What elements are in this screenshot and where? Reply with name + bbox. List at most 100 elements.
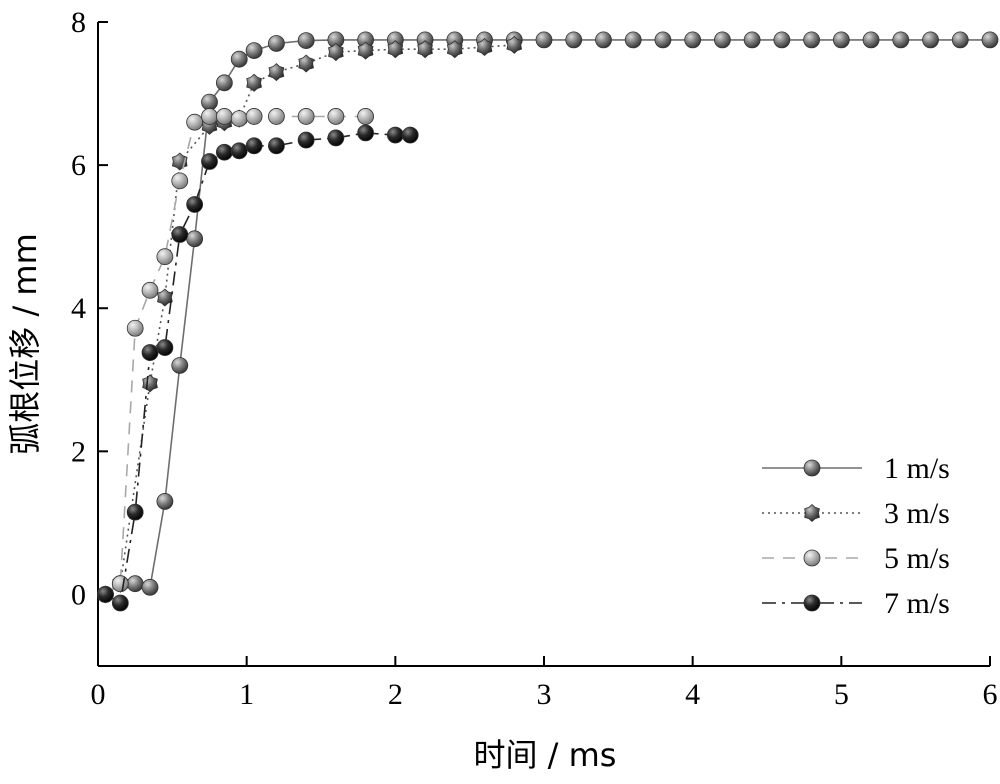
data-point — [126, 319, 144, 337]
data-point — [401, 126, 419, 144]
legend-label: 7 m/s — [884, 587, 950, 620]
data-point — [862, 31, 880, 49]
data-point — [595, 31, 612, 49]
y-tick-label: 0 — [71, 578, 86, 611]
data-point — [245, 42, 263, 60]
x-tick-label: 1 — [239, 678, 254, 711]
data-point — [981, 31, 999, 49]
data-point — [357, 124, 375, 142]
data-point — [357, 41, 374, 60]
series-3 — [97, 108, 375, 603]
y-tick-label: 6 — [71, 149, 86, 182]
ticks: 0 1 2 3 4 5 6 0 2 4 6 8 — [71, 6, 998, 711]
x-tick-label: 5 — [834, 678, 849, 711]
data-point — [186, 113, 204, 131]
data-point — [654, 31, 672, 49]
legend-marker — [803, 459, 821, 477]
x-tick-label: 0 — [91, 678, 106, 711]
data-point — [215, 108, 233, 125]
data-point — [743, 31, 761, 49]
data-point — [714, 31, 731, 49]
data-point — [268, 63, 285, 82]
data-point — [297, 108, 315, 125]
legend: 1 m/s 3 m/s 5 m/s 7 m/s — [762, 452, 950, 620]
data-point — [535, 31, 553, 49]
data-point — [230, 110, 248, 127]
data-point — [246, 73, 262, 92]
y-axis-title: 弧根位移 / mm — [6, 233, 44, 454]
data-point — [171, 357, 189, 374]
data-point — [126, 575, 144, 593]
data-point — [386, 126, 404, 144]
data-point — [297, 32, 315, 50]
data-point — [215, 74, 233, 92]
data-point — [141, 281, 159, 299]
data-point — [186, 196, 204, 213]
data-point — [328, 43, 344, 62]
data-point — [141, 344, 159, 361]
data-point — [215, 143, 233, 161]
y-tick-label: 2 — [71, 435, 86, 468]
legend-label: 3 m/s — [884, 497, 950, 530]
legend-marker — [803, 594, 821, 612]
data-point — [327, 129, 345, 147]
data-point — [476, 37, 493, 57]
data-point — [156, 493, 174, 510]
data-point — [267, 35, 285, 52]
legend-label: 5 m/s — [884, 542, 950, 575]
data-point — [201, 108, 218, 125]
data-point — [142, 374, 158, 393]
data-point — [230, 142, 248, 160]
legend-marker — [804, 503, 820, 523]
data-point — [892, 31, 910, 49]
data-point — [506, 35, 523, 54]
data-point — [97, 586, 114, 603]
data-point — [951, 31, 969, 49]
data-point — [684, 31, 702, 49]
legend-marker — [803, 549, 821, 567]
y-tick-label: 8 — [71, 6, 86, 39]
x-tick-label: 4 — [685, 678, 700, 711]
data-point — [171, 172, 189, 190]
data-point — [297, 131, 315, 149]
data-point — [141, 578, 159, 596]
data-point — [832, 31, 850, 49]
data-point — [803, 31, 820, 49]
series-layer — [97, 31, 999, 612]
data-point — [298, 54, 314, 73]
series-4 — [97, 124, 419, 612]
data-point — [387, 40, 404, 59]
data-point — [327, 108, 345, 125]
data-point — [230, 50, 248, 68]
data-point — [267, 108, 285, 125]
data-point — [111, 594, 129, 612]
series-line — [105, 132, 411, 605]
legend-item: 3 m/s — [762, 497, 950, 530]
x-tick-label: 3 — [537, 678, 552, 711]
data-point — [624, 31, 642, 49]
data-point — [267, 137, 285, 155]
legend-item: 7 m/s — [762, 587, 950, 620]
series-line — [104, 44, 515, 596]
x-tick-label: 2 — [388, 678, 403, 711]
legend-item: 1 m/s — [762, 452, 950, 485]
data-point — [186, 230, 204, 248]
data-point — [245, 108, 263, 125]
data-point — [773, 31, 791, 49]
data-point — [126, 503, 144, 521]
data-point — [156, 248, 174, 266]
x-axis-title: 时间 / ms — [474, 736, 617, 774]
data-point — [565, 31, 583, 49]
data-point — [201, 93, 218, 111]
data-point — [417, 40, 433, 59]
data-point — [357, 108, 375, 125]
y-tick-label: 4 — [71, 292, 86, 325]
data-point — [245, 137, 263, 155]
x-tick-label: 6 — [983, 678, 998, 711]
data-point — [446, 40, 463, 59]
data-point — [201, 153, 218, 170]
data-point — [156, 339, 174, 356]
data-point — [111, 575, 129, 593]
data-point — [922, 31, 939, 49]
